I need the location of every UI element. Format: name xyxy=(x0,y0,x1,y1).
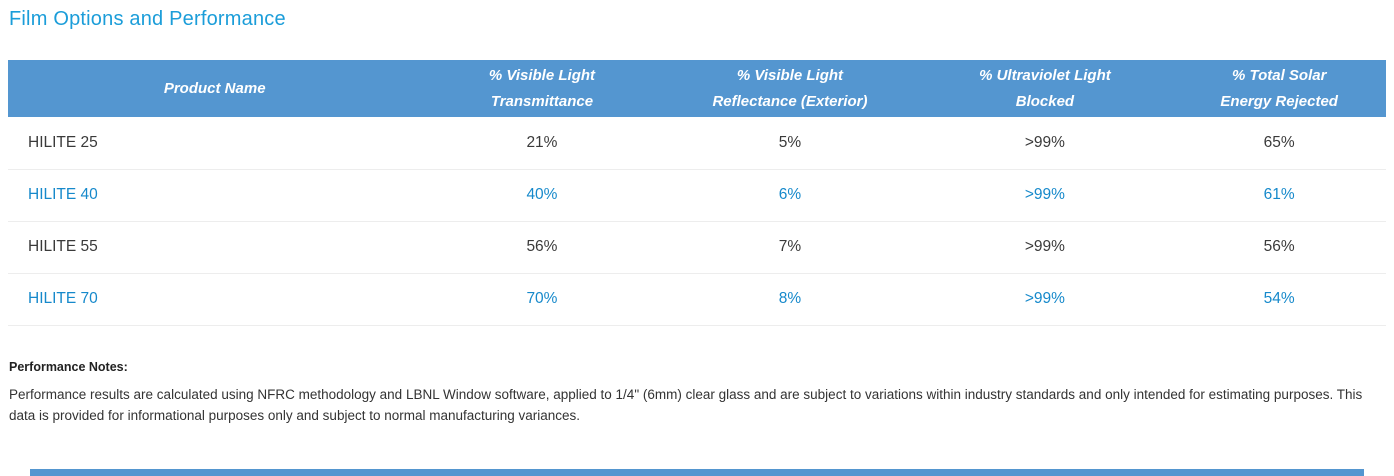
next-section-header-bar xyxy=(30,469,1364,476)
page-title: Film Options and Performance xyxy=(9,8,286,30)
reflectance-cell: 8% xyxy=(662,273,918,326)
vlt-cell: 21% xyxy=(421,117,663,170)
table-row-hilite-55: HILITE 55 56% 7% >99% 56% xyxy=(8,221,1386,274)
column-header-total-solar-energy-rejected: % Total Solar Energy Rejected xyxy=(1172,60,1386,117)
table-row-hilite-70: HILITE 70 70% 8% >99% 54% xyxy=(8,273,1386,326)
performance-notes-heading: Performance Notes: xyxy=(9,360,128,374)
vlt-cell: 70% xyxy=(421,273,663,326)
table-row-hilite-25: HILITE 25 21% 5% >99% 65% xyxy=(8,117,1386,170)
tser-cell: 54% xyxy=(1172,273,1386,326)
column-header-visible-light-reflectance: % Visible Light Reflectance (Exterior) xyxy=(662,60,918,117)
product-name-cell: HILITE 55 xyxy=(8,221,422,274)
column-header-visible-light-transmittance: % Visible Light Transmittance xyxy=(421,60,663,117)
film-performance-table: Product Name % Visible Light Transmittan… xyxy=(8,60,1386,326)
vlt-cell: 56% xyxy=(421,221,663,274)
reflectance-cell: 5% xyxy=(662,117,918,170)
table-row-hilite-40: HILITE 40 40% 6% >99% 61% xyxy=(8,169,1386,222)
vlt-cell: 40% xyxy=(421,169,663,222)
uv-blocked-cell: >99% xyxy=(917,169,1173,222)
tser-cell: 61% xyxy=(1172,169,1386,222)
column-header-product-name: Product Name xyxy=(8,60,422,117)
tser-cell: 56% xyxy=(1172,221,1386,274)
reflectance-cell: 6% xyxy=(662,169,918,222)
tser-cell: 65% xyxy=(1172,117,1386,170)
uv-blocked-cell: >99% xyxy=(917,273,1173,326)
reflectance-cell: 7% xyxy=(662,221,918,274)
product-name-cell: HILITE 70 xyxy=(8,273,422,326)
column-header-ultraviolet-light-blocked: % Ultraviolet Light Blocked xyxy=(917,60,1173,117)
uv-blocked-cell: >99% xyxy=(917,221,1173,274)
product-name-cell: HILITE 40 xyxy=(8,169,422,222)
uv-blocked-cell: >99% xyxy=(917,117,1173,170)
performance-notes-body: Performance results are calculated using… xyxy=(9,387,1363,423)
table-header: Product Name % Visible Light Transmittan… xyxy=(8,60,1386,117)
product-name-cell: HILITE 25 xyxy=(8,117,422,170)
